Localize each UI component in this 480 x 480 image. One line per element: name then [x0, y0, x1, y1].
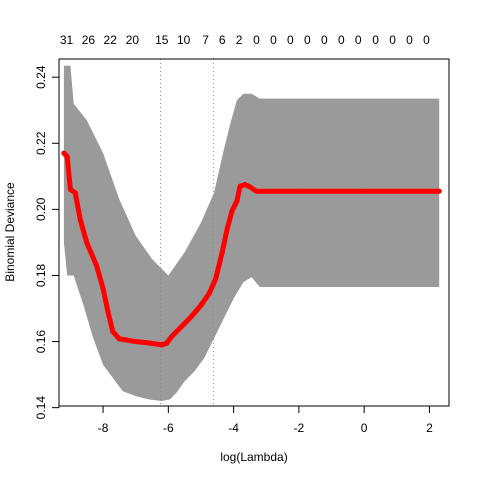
data-point-27 — [237, 183, 243, 189]
data-point-2 — [67, 187, 73, 193]
data-point-4 — [77, 216, 83, 222]
data-point-17 — [169, 334, 175, 340]
data-point-21 — [206, 291, 212, 297]
data-point-6 — [94, 263, 100, 269]
top-count-label: 0 — [338, 33, 345, 47]
top-axis-counts: 31 26 22 20 15 10 7 6 2 0 0 0 0 0 0 0 0 0 0 0 — [60, 33, 430, 47]
x-tick-label: 2 — [426, 421, 433, 435]
y-tick-label: 0.24 — [34, 65, 48, 89]
top-count-label: 0 — [321, 33, 328, 47]
y-axis-title: Binomial Deviance — [3, 182, 17, 282]
top-count-label: 0 — [287, 33, 294, 47]
top-count-label: 20 — [126, 33, 140, 47]
data-point-28 — [242, 182, 248, 188]
data-point-19 — [188, 314, 194, 320]
top-count-label: 0 — [355, 33, 362, 47]
data-point-7 — [100, 286, 106, 292]
data-point-26 — [234, 198, 240, 204]
data-point-25 — [229, 208, 235, 214]
y-tick-label: 0.20 — [34, 197, 48, 221]
top-count-label: 22 — [104, 33, 118, 47]
confidence-band — [63, 65, 440, 402]
y-tick-label: 0.14 — [34, 396, 48, 420]
data-point-16 — [164, 340, 170, 346]
x-tick-label: -6 — [163, 421, 174, 435]
data-point-12 — [133, 339, 139, 345]
data-point-29 — [247, 184, 253, 190]
top-count-label: 0 — [423, 33, 430, 47]
y-axis: 0.14 0.16 0.18 0.20 0.22 0.24 — [34, 65, 60, 420]
data-point-11 — [123, 337, 129, 343]
data-point-0 — [61, 150, 67, 156]
confidence-band-layer — [63, 65, 440, 402]
y-tick-label: 0.18 — [34, 263, 48, 287]
data-point-5 — [84, 239, 90, 245]
top-count-label: 0 — [304, 33, 311, 47]
top-count-label: 7 — [202, 33, 209, 47]
y-tick-label: 0.16 — [34, 330, 48, 354]
data-point-33 — [436, 188, 442, 194]
data-point-20 — [198, 302, 204, 308]
data-point-23 — [219, 249, 225, 255]
data-point-22 — [213, 276, 219, 282]
top-count-label: 15 — [155, 33, 169, 47]
top-count-label: 0 — [253, 33, 260, 47]
data-point-24 — [224, 226, 230, 232]
data-point-10 — [116, 336, 122, 342]
data-point-30 — [253, 188, 259, 194]
data-point-32 — [361, 188, 367, 194]
data-point-14 — [152, 341, 158, 347]
top-count-label: 0 — [270, 33, 277, 47]
data-point-8 — [105, 309, 111, 315]
data-point-9 — [110, 329, 116, 335]
data-point-15 — [159, 342, 165, 348]
top-count-label: 0 — [372, 33, 379, 47]
data-point-1 — [64, 153, 70, 159]
x-tick-label: -2 — [294, 421, 305, 435]
data-point-3 — [72, 190, 78, 196]
x-tick-label: -8 — [98, 421, 109, 435]
top-count-label: 2 — [236, 33, 243, 47]
data-point-18 — [178, 324, 184, 330]
series-layer — [61, 150, 442, 348]
top-count-label: 0 — [406, 33, 413, 47]
x-axis-title: log(Lambda) — [220, 450, 287, 464]
x-tick-label: 0 — [361, 421, 368, 435]
top-count-label: 26 — [82, 33, 96, 47]
top-count-label: 6 — [219, 33, 226, 47]
x-tick-label: -4 — [228, 421, 239, 435]
top-count-label: 31 — [60, 33, 74, 47]
x-axis: -8 -6 -4 -2 0 2 — [98, 405, 433, 435]
data-point-13 — [142, 340, 148, 346]
data-point-31 — [296, 188, 302, 194]
y-tick-label: 0.22 — [34, 131, 48, 155]
top-count-label: 10 — [177, 33, 191, 47]
series-line-0 — [61, 150, 442, 348]
top-count-label: 0 — [389, 33, 396, 47]
